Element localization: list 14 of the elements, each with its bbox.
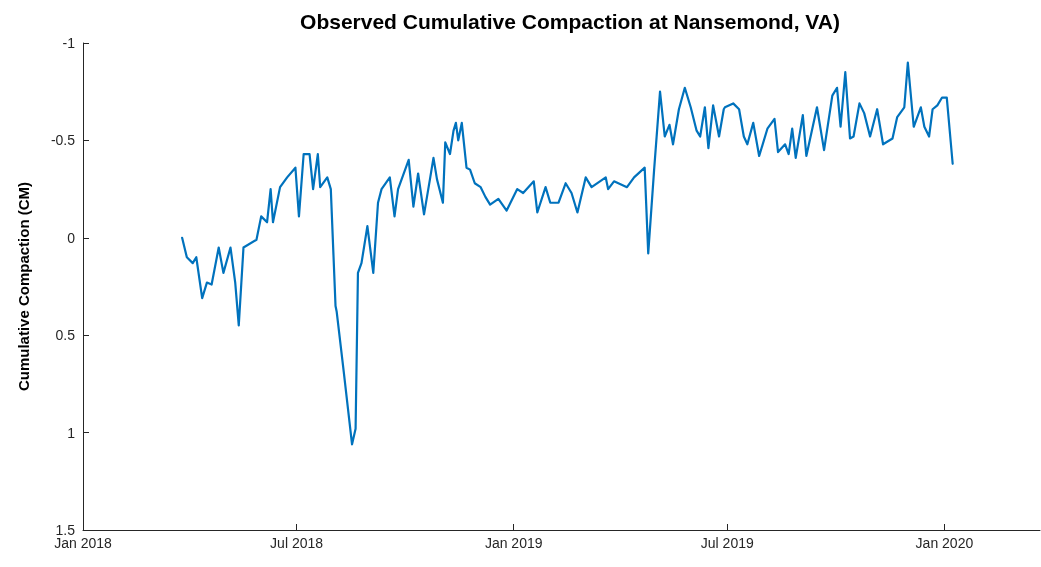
line-series xyxy=(181,61,954,446)
x-tick-label: Jul 2019 xyxy=(700,535,754,551)
y-tick-label: -1 xyxy=(62,35,76,51)
x-tick-label: Jan 2019 xyxy=(484,535,543,551)
x-tick-label: Jan 2018 xyxy=(54,535,113,551)
y-tick-label: 0 xyxy=(67,229,76,246)
x-tick-label: Jan 2020 xyxy=(915,535,974,551)
chart-title: Observed Cumulative Compaction at Nansemond, VA) xyxy=(300,10,840,33)
x-tick-label: Jul 2018 xyxy=(270,535,324,551)
y-axis-title: Cumulative Compaction (CM) xyxy=(15,181,32,392)
y-tick-label: -0.5 xyxy=(50,132,76,149)
y-tick-label: 0.5 xyxy=(55,327,76,344)
y-tick-label: 1.5 xyxy=(55,522,76,538)
y-tick-label: 1 xyxy=(67,424,76,441)
